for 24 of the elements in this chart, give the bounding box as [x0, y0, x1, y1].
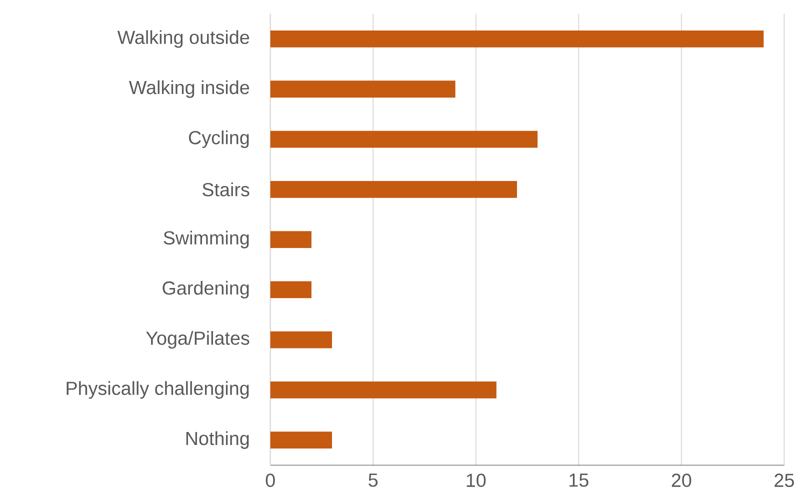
bar	[270, 130, 538, 148]
bar	[270, 180, 517, 198]
y-tick-label: Physically challenging	[66, 381, 249, 399]
y-tick-label: Cycling	[188, 130, 249, 148]
bar	[270, 231, 312, 248]
bar	[270, 382, 496, 398]
bar	[270, 331, 332, 348]
x-tick-label: 25	[774, 474, 794, 488]
bar	[270, 30, 764, 48]
bar	[270, 281, 312, 298]
x-tick-label: 5	[368, 474, 378, 487]
y-tick-label: Swimming	[164, 230, 249, 248]
y-tick-label: Stairs	[202, 182, 250, 196]
y-tick-label: Yoga/Pilates	[146, 331, 250, 349]
x-tick-label: 10	[466, 474, 486, 488]
x-tick-label: 15	[570, 474, 588, 487]
y-tick-label: Walking inside	[128, 80, 250, 98]
x-tick-label: 0	[266, 474, 275, 488]
bar	[270, 432, 332, 449]
bar	[270, 80, 456, 98]
y-tick-label: Gardening	[162, 280, 249, 298]
x-tick-label: 20	[672, 474, 692, 488]
y-tick-label: Walking outside	[117, 30, 250, 48]
y-tick-label: Nothing	[186, 431, 249, 449]
